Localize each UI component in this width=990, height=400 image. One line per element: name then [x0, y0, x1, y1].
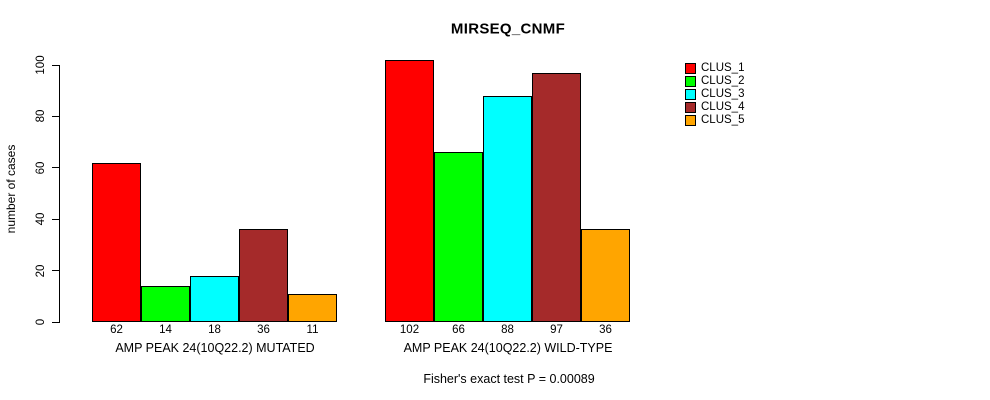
bar-value-label-clus_5-group1: 11	[306, 324, 319, 336]
bar-clus_2-group2	[434, 152, 483, 322]
y-tick-40	[52, 218, 59, 220]
bar-clus_3-group2	[483, 96, 532, 322]
y-tick-label-100: 100	[35, 55, 47, 75]
legend-label-clus_5: CLUS_5	[701, 114, 745, 126]
y-tick-80	[52, 115, 59, 117]
bar-value-label-clus_1-group1: 62	[110, 324, 123, 336]
bar-clus_1-group2	[385, 60, 434, 322]
legend-swatch-clus_2	[685, 76, 696, 87]
y-tick-0	[52, 321, 59, 323]
bar-clus_4-group2	[532, 73, 581, 322]
y-axis-label: number of cases	[4, 144, 18, 234]
bar-value-label-clus_5-group2: 36	[599, 324, 612, 336]
bar-value-label-clus_3-group2: 88	[501, 324, 514, 336]
y-tick-60	[52, 167, 59, 169]
legend-label-clus_4: CLUS_4	[701, 101, 745, 113]
legend-swatch-clus_1	[685, 63, 696, 74]
chart-title: MIRSEQ_CNMF	[450, 20, 566, 38]
legend-swatch-clus_3	[685, 89, 696, 100]
bar-clus_2-group1	[141, 286, 190, 322]
legend-item-clus_3: CLUS_3	[685, 88, 744, 101]
bar-clus_5-group2	[581, 229, 630, 322]
bar-value-label-clus_3-group1: 18	[208, 324, 221, 336]
y-tick-label-40: 40	[35, 212, 47, 226]
legend-item-clus_1: CLUS_1	[685, 62, 744, 75]
bar-value-label-clus_2-group1: 14	[159, 324, 172, 336]
bar-value-label-clus_4-group1: 36	[257, 324, 270, 336]
legend-swatch-clus_5	[685, 115, 696, 126]
y-tick-label-0: 0	[35, 318, 47, 326]
y-tick-20	[52, 270, 59, 272]
legend-label-clus_1: CLUS_1	[701, 62, 745, 74]
group-label-wild-type: AMP PEAK 24(10Q22.2) WILD-TYPE	[403, 341, 613, 355]
bar-clus_4-group1	[239, 229, 288, 322]
bar-value-label-clus_1-group2: 102	[399, 324, 420, 336]
legend-swatch-clus_4	[685, 102, 696, 113]
y-tick-label-20: 20	[35, 264, 47, 277]
legend-item-clus_2: CLUS_2	[685, 75, 744, 88]
bar-clus_3-group1	[190, 276, 239, 322]
y-tick-100	[52, 64, 59, 66]
bar-clus_5-group1	[288, 294, 337, 322]
legend-item-clus_4: CLUS_4	[685, 101, 744, 114]
y-tick-label-60: 60	[35, 161, 47, 175]
bar-value-label-clus_2-group2: 66	[452, 324, 465, 336]
legend: CLUS_1 CLUS_2 CLUS_3 CLUS_4 CLUS_5	[685, 62, 744, 127]
y-tick-label-80: 80	[35, 109, 47, 123]
group-label-mutated: AMP PEAK 24(10Q22.2) MUTATED	[115, 341, 315, 355]
y-axis-line	[59, 65, 60, 323]
legend-label-clus_2: CLUS_2	[701, 75, 745, 87]
legend-item-clus_5: CLUS_5	[685, 114, 744, 127]
legend-label-clus_3: CLUS_3	[701, 88, 745, 100]
fisher-test-annotation: Fisher's exact test P = 0.00089	[423, 372, 595, 386]
bar-value-label-clus_4-group2: 97	[550, 324, 563, 336]
bar-clus_1-group1	[92, 163, 141, 322]
